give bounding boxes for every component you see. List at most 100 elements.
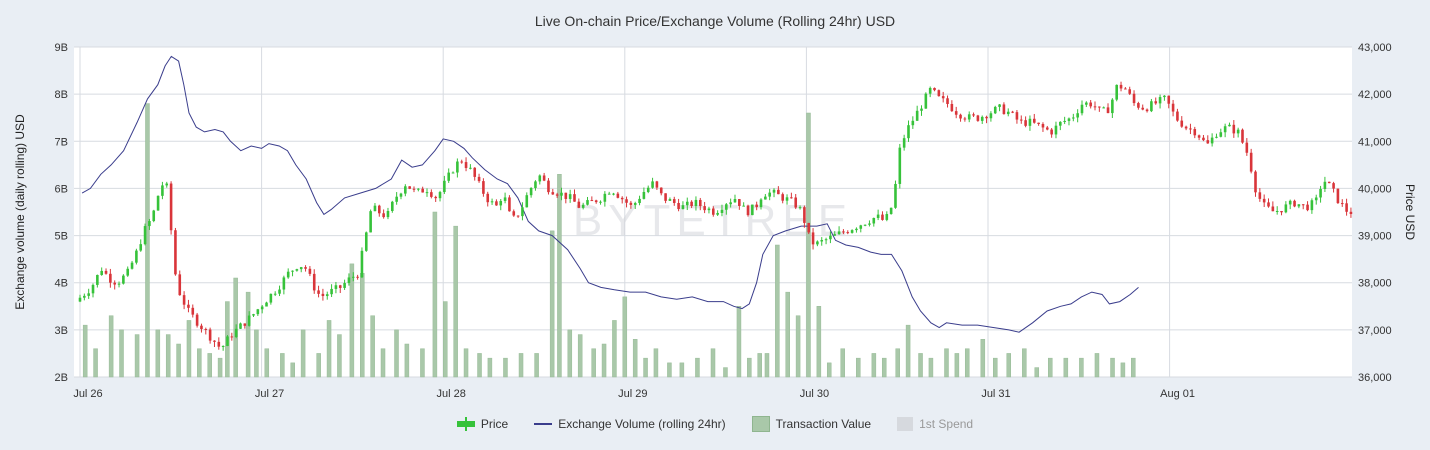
- candle-body: [967, 114, 971, 120]
- candle-body: [568, 194, 572, 199]
- candle-body: [391, 201, 394, 211]
- candle-body: [412, 188, 416, 190]
- candle-body: [499, 200, 503, 206]
- candle-body: [1327, 181, 1331, 184]
- transaction-value-bar: [856, 357, 861, 378]
- candle-body: [508, 197, 511, 212]
- candle-body: [677, 202, 680, 210]
- candle-body: [1319, 188, 1322, 198]
- transaction-value-bar: [795, 315, 801, 378]
- candle-body: [239, 323, 242, 329]
- candle-body: [1210, 137, 1214, 144]
- legend-item-transaction-value[interactable]: Transaction Value: [751, 416, 871, 432]
- legend-item-first-spend[interactable]: 1st Spend: [897, 416, 973, 432]
- chart-canvas[interactable]: 2B 3B 4B 5B 6B 7B 8B 9B 36,000 37,000 38,000 39,000…: [0, 0, 1430, 410]
- candle-body: [863, 224, 867, 226]
- candle-body: [764, 196, 767, 200]
- legend-item-price[interactable]: Price: [456, 416, 508, 432]
- candle-body: [338, 285, 342, 288]
- candle-body: [278, 289, 281, 294]
- candle-body: [1093, 106, 1097, 108]
- candle-body: [456, 161, 459, 173]
- candle-body: [325, 294, 329, 297]
- candle-body: [781, 194, 784, 201]
- candle-body: [594, 200, 598, 203]
- candle-body: [399, 193, 403, 197]
- candle-body: [1024, 120, 1027, 126]
- candle-body: [1254, 171, 1257, 193]
- candle-body: [96, 274, 99, 285]
- chart-title: Live On-chain Price/Exchange Volume (Rol…: [534, 13, 896, 29]
- candle-body: [1132, 93, 1136, 104]
- candle-body: [651, 181, 654, 188]
- candle-body: [681, 205, 685, 210]
- exchange-volume-line: [81, 55, 1139, 333]
- candle-body: [564, 192, 568, 199]
- candle-body: [256, 309, 260, 315]
- candle-body: [1089, 102, 1092, 107]
- candle-body: [525, 195, 529, 208]
- candle-body: [226, 336, 229, 346]
- candle-body: [993, 106, 997, 114]
- transaction-value-bar: [591, 348, 596, 378]
- candle-body: [811, 232, 815, 245]
- x-tick-label: Jul 30: [800, 388, 829, 400]
- candle-body: [122, 275, 125, 284]
- legend-item-exchange-volume[interactable]: Exchange Volume (rolling 24hr): [534, 416, 726, 432]
- candle-body: [742, 205, 745, 207]
- candle-body: [599, 201, 602, 203]
- candle-body: [1032, 118, 1036, 123]
- candle-body: [1115, 84, 1118, 100]
- candle-body: [1015, 112, 1019, 120]
- right-tick-label: 42,000: [1358, 89, 1392, 101]
- transaction-value-bar: [928, 357, 934, 378]
- candle-body: [1284, 204, 1288, 213]
- transaction-value-bar: [980, 339, 986, 378]
- candle-body: [907, 125, 910, 139]
- transaction-value-bar: [477, 353, 482, 378]
- candle-body: [1141, 107, 1145, 110]
- candle-body: [321, 293, 325, 297]
- left-axis-title: Exchange volume (daily rolling) USD: [13, 114, 27, 310]
- candle-body: [1002, 104, 1006, 115]
- candle-body: [1223, 126, 1227, 133]
- candle-body: [1197, 135, 1201, 138]
- candle-body: [646, 187, 650, 192]
- candle-body: [1275, 210, 1279, 212]
- candle-body: [1180, 120, 1184, 127]
- legend: Price Exchange Volume (rolling 24hr) Tra…: [0, 416, 1430, 432]
- x-tick-label: Jul 29: [618, 388, 647, 400]
- candle-body: [234, 328, 238, 338]
- candle-body: [1050, 129, 1053, 135]
- transaction-value-bar: [1110, 357, 1115, 378]
- transaction-value-bar: [785, 291, 790, 378]
- x-tick-label: Aug 01: [1160, 388, 1195, 400]
- transaction-value-bar: [453, 225, 458, 378]
- candle-body: [404, 186, 407, 194]
- transaction-value-bar: [653, 348, 659, 378]
- candle-body: [668, 199, 672, 201]
- candle-body: [1080, 104, 1084, 114]
- candle-body: [941, 96, 945, 99]
- candle-body: [894, 183, 897, 208]
- transaction-value-bar: [394, 329, 399, 378]
- candle-body: [1262, 198, 1266, 203]
- candle-body: [876, 214, 880, 218]
- left-tick-label: 2B: [55, 372, 68, 384]
- candle-body: [117, 283, 121, 285]
- transaction-value-bar: [816, 306, 822, 378]
- transaction-value-bar: [895, 348, 900, 378]
- left-tick-label: 9B: [55, 42, 68, 54]
- candle-body: [221, 345, 225, 347]
- candle-body: [161, 185, 164, 196]
- candle-body: [443, 180, 446, 193]
- candle-body: [629, 202, 633, 205]
- transaction-value-bar: [964, 348, 970, 378]
- right-tick-label: 38,000: [1358, 278, 1392, 290]
- candle-body: [655, 181, 659, 188]
- candle-body: [881, 214, 884, 220]
- transaction-value-bar: [549, 230, 555, 378]
- candle-body: [1345, 203, 1348, 212]
- transaction-value-bar: [806, 112, 811, 378]
- candle-body: [738, 199, 741, 206]
